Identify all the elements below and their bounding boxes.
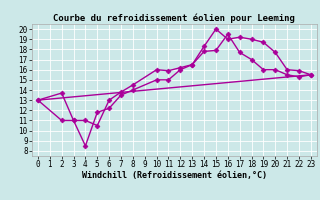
X-axis label: Windchill (Refroidissement éolien,°C): Windchill (Refroidissement éolien,°C) [82,171,267,180]
Title: Courbe du refroidissement éolien pour Leeming: Courbe du refroidissement éolien pour Le… [53,14,295,23]
